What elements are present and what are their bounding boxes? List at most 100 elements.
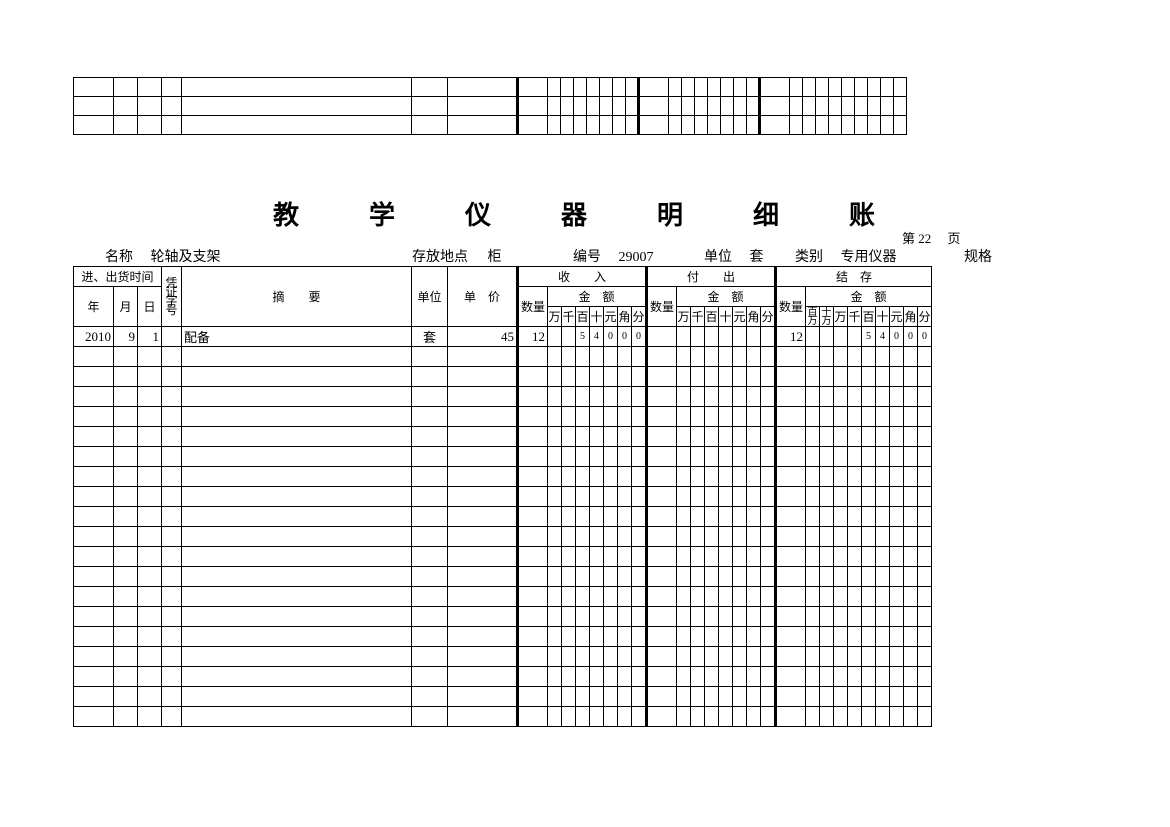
empty-cell [876,407,890,427]
empty-cell [806,487,820,507]
empty-cell [918,447,932,467]
empty-cell [776,527,806,547]
empty-cell [114,467,138,487]
stub-table [73,77,907,135]
empty-cell [604,407,618,427]
empty-cell [705,407,719,427]
empty-cell [677,447,691,467]
empty-cell [848,667,862,687]
empty-cell [138,487,162,507]
stub-cell [894,78,907,97]
spec-label: 规格 [964,246,1006,266]
empty-cell [876,447,890,467]
stub-cell [829,78,842,97]
empty-cell [590,367,604,387]
stub-cell [842,97,855,116]
empty-cell [776,607,806,627]
empty-cell [820,527,834,547]
empty-cell [138,387,162,407]
empty-cell [138,407,162,427]
empty-cell [182,667,412,687]
empty-cell [138,707,162,727]
empty-cell [820,467,834,487]
empty-cell [562,507,576,527]
empty-cell [719,467,733,487]
stub-cell [74,78,114,97]
empty-cell [604,607,618,627]
empty-cell [138,367,162,387]
empty-cell [848,367,862,387]
empty-cell [632,627,647,647]
empty-cell [890,407,904,427]
empty-cell [691,647,705,667]
empty-cell [776,647,806,667]
stub-cell [74,116,114,135]
stub-cell [639,78,669,97]
empty-cell [562,447,576,467]
hdr-place: 万 [548,307,562,327]
hdr-bal-qty: 数量 [776,287,806,327]
stub-cell [829,97,842,116]
cell-bal-amt: 0 [918,327,932,347]
empty-cell [806,707,820,727]
empty-cell [876,507,890,527]
empty-cell [576,447,590,467]
cell-out-amt [719,327,733,347]
empty-cell [834,607,848,627]
empty-cell [918,467,932,487]
table-row [74,427,932,447]
empty-cell [518,387,548,407]
empty-cell [618,647,632,667]
empty-cell [412,367,448,387]
empty-cell [647,707,677,727]
empty-cell [747,407,761,427]
empty-cell [848,647,862,667]
empty-cell [518,667,548,687]
hdr-place: 百万 [806,307,820,327]
stub-cell [868,78,881,97]
empty-cell [904,687,918,707]
empty-cell [138,427,162,447]
empty-cell [677,407,691,427]
empty-cell [182,447,412,467]
empty-cell [733,627,747,647]
empty-cell [677,487,691,507]
empty-cell [719,567,733,587]
empty-cell [74,607,114,627]
hdr-place: 十 [876,307,890,327]
empty-cell [904,607,918,627]
empty-cell [890,687,904,707]
stub-cell [639,97,669,116]
code-label: 编号 [573,246,615,266]
empty-cell [719,427,733,447]
empty-cell [834,447,848,467]
empty-cell [918,687,932,707]
cell-bal-amt: 4 [876,327,890,347]
empty-cell [862,447,876,467]
stub-cell [816,116,829,135]
empty-cell [576,567,590,587]
empty-cell [548,347,562,367]
empty-cell [562,467,576,487]
empty-cell [518,707,548,727]
empty-cell [562,527,576,547]
stub-cell [734,97,747,116]
empty-cell [761,467,776,487]
empty-cell [890,367,904,387]
empty-cell [182,627,412,647]
table-row [74,607,932,627]
empty-cell [776,387,806,407]
empty-cell [747,527,761,547]
empty-cell [820,387,834,407]
empty-cell [74,687,114,707]
empty-cell [705,507,719,527]
empty-cell [747,487,761,507]
empty-cell [876,647,890,667]
hdr-summary: 摘 要 [182,267,412,327]
empty-cell [848,707,862,727]
stub-cell [790,78,803,97]
empty-cell [719,527,733,547]
empty-cell [647,367,677,387]
empty-cell [162,527,182,547]
empty-cell [647,347,677,367]
